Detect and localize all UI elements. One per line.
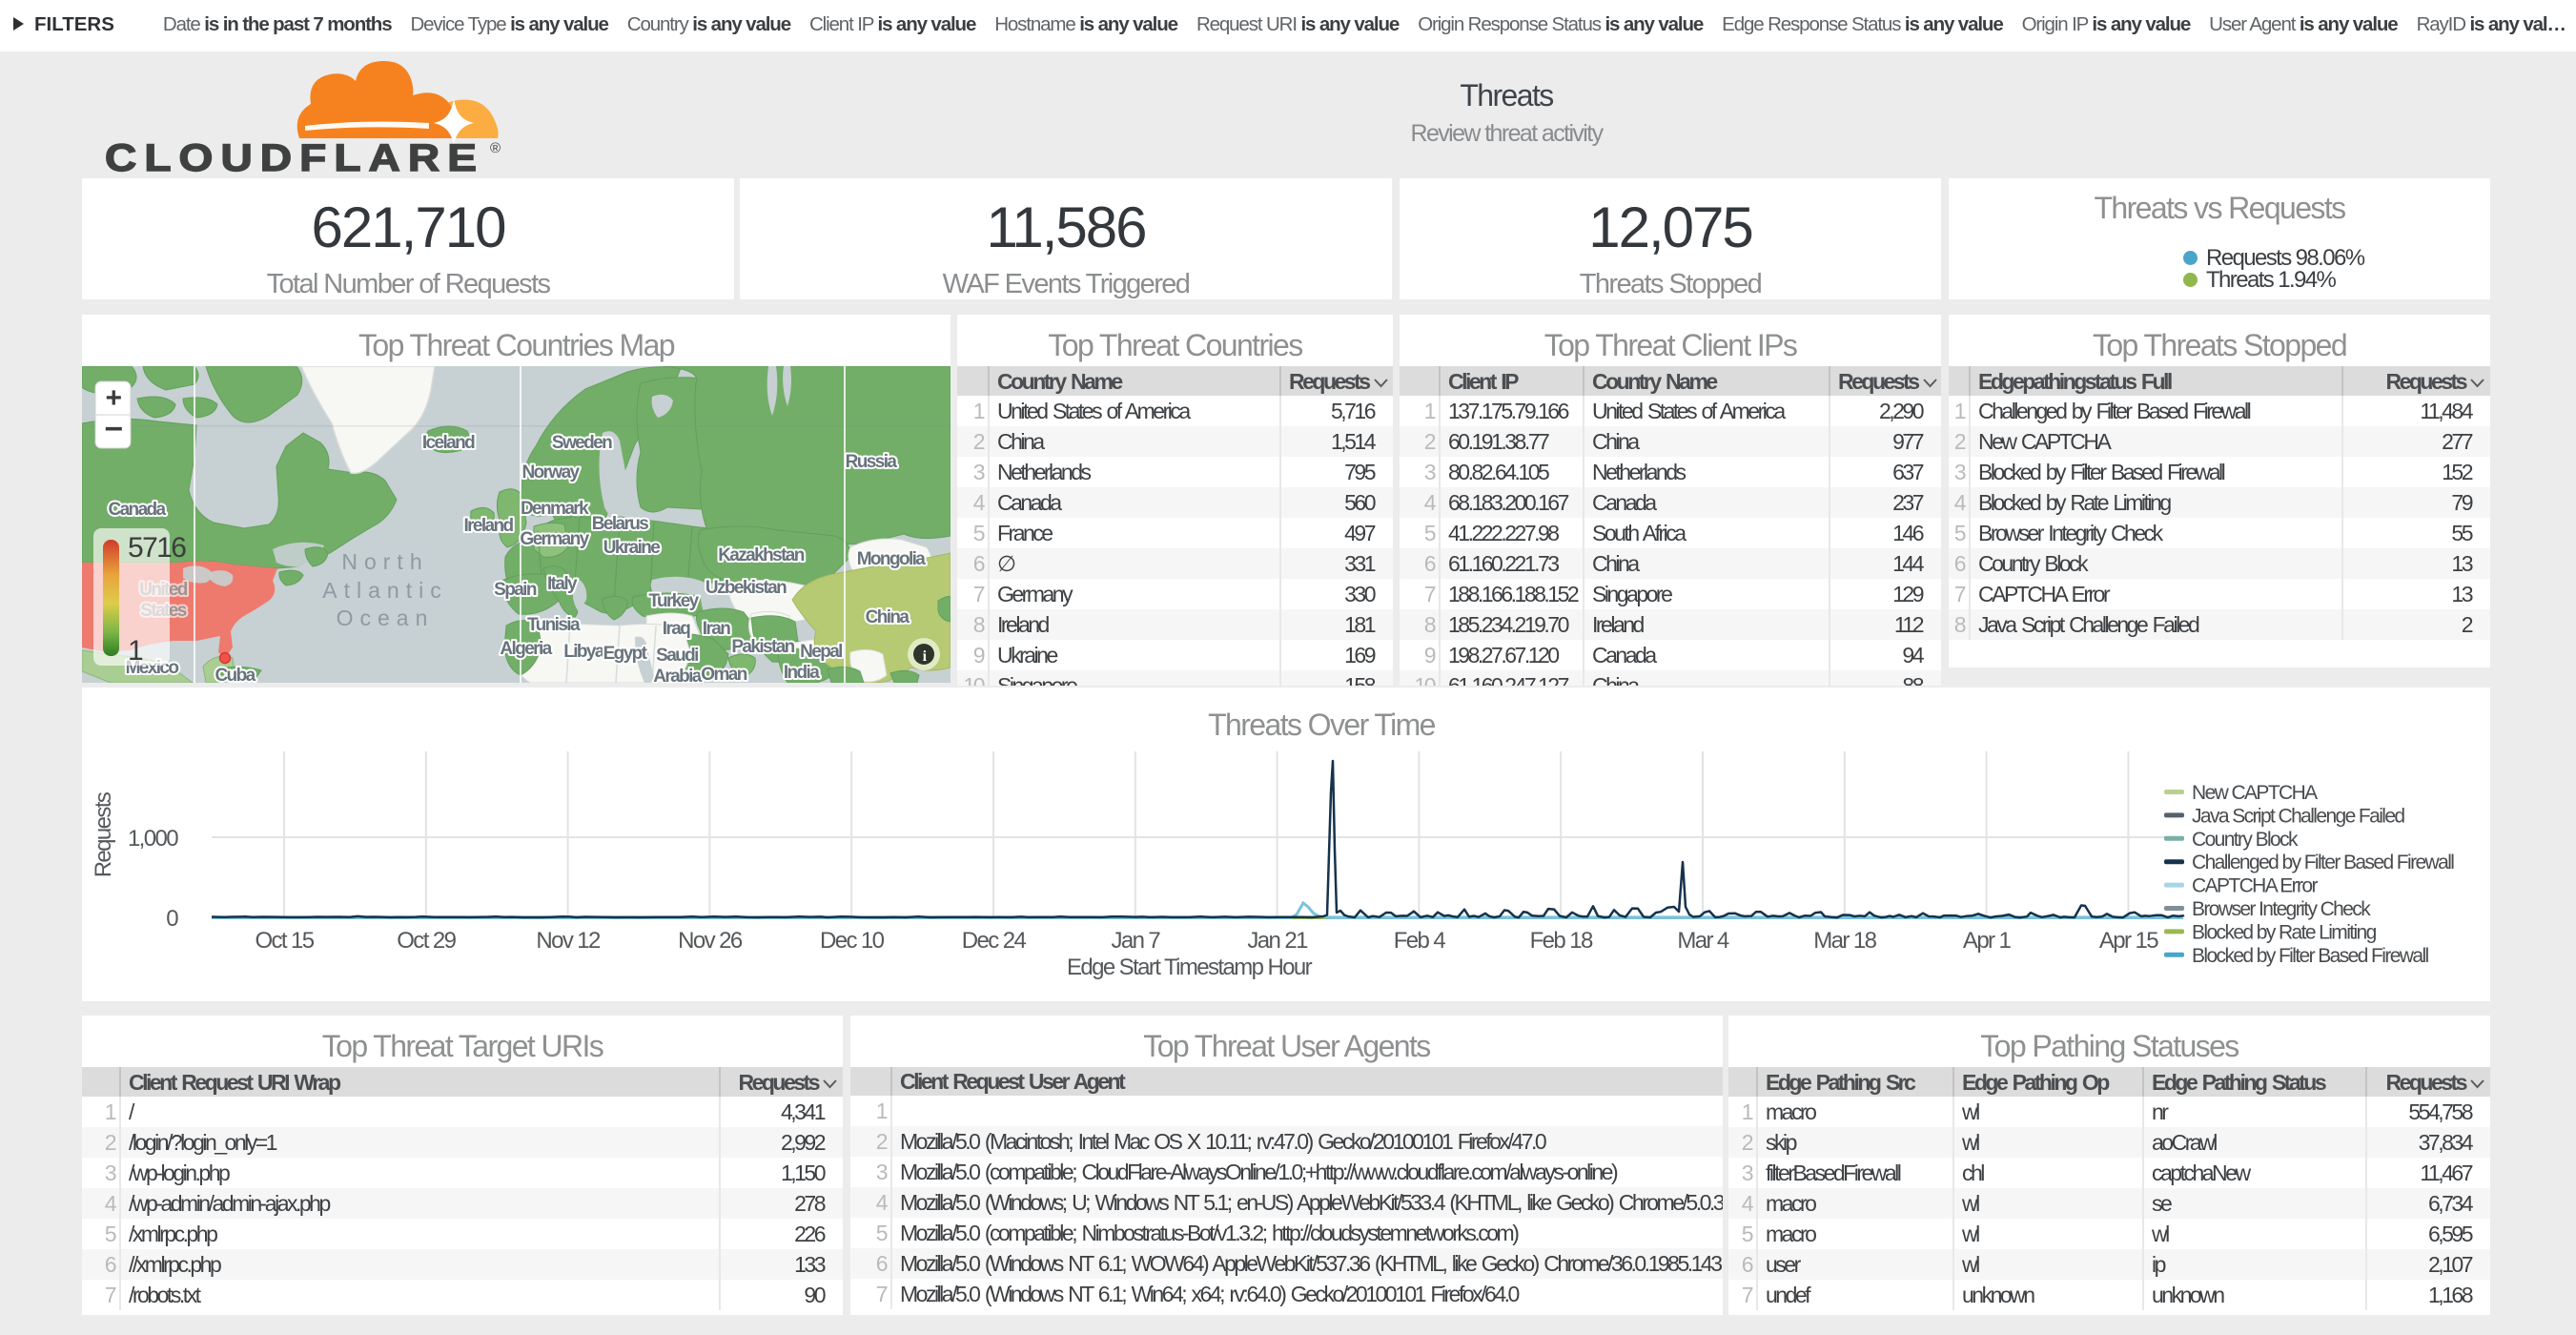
svg-text:Italy: Italy [547, 574, 578, 594]
svg-text:Blocked by Rate Limiting: Blocked by Rate Limiting [2192, 921, 2377, 943]
svg-text:Oman: Oman [701, 665, 746, 683]
svg-text:Nov 26: Nov 26 [678, 928, 743, 954]
svg-text:Germany: Germany [520, 529, 589, 549]
svg-text:Iceland: Iceland [422, 433, 475, 453]
svg-text:Mar 18: Mar 18 [1813, 928, 1876, 954]
svg-text:Norway: Norway [521, 462, 580, 483]
svg-text:Denmark: Denmark [521, 499, 589, 519]
svg-text:Iraq: Iraq [663, 619, 690, 639]
svg-text:Oct 29: Oct 29 [397, 928, 456, 954]
svg-text:Turkey: Turkey [648, 591, 699, 611]
svg-text:Tunisia: Tunisia [527, 615, 581, 635]
svg-text:Pakistan: Pakistan [731, 637, 794, 657]
svg-text:1,000: 1,000 [128, 826, 178, 852]
svg-text:Requests: Requests [91, 791, 116, 877]
svg-text:Browser Integrity Check: Browser Integrity Check [2192, 898, 2371, 920]
svg-text:CLOUDFLARE: CLOUDFLARE [105, 137, 484, 174]
svg-text:Uzbekistan: Uzbekistan [705, 578, 787, 598]
svg-text:−: − [104, 411, 122, 447]
svg-text:1: 1 [128, 635, 143, 667]
svg-text:®: ® [490, 140, 501, 156]
svg-text:Apr 1: Apr 1 [1963, 928, 2012, 954]
svg-text:Blocked by Filter Based Firewa: Blocked by Filter Based Firewall [2192, 945, 2429, 967]
svg-text:Ocean: Ocean [337, 606, 435, 630]
svg-text:Kazakhstan: Kazakhstan [718, 545, 805, 565]
svg-text:Egypt: Egypt [603, 644, 648, 664]
svg-text:North: North [341, 549, 428, 574]
svg-text:Feb 18: Feb 18 [1530, 928, 1593, 954]
svg-text:Dec 24: Dec 24 [962, 928, 1027, 954]
svg-text:Algeria: Algeria [500, 639, 552, 659]
svg-text:Threats Over Time: Threats Over Time [1208, 708, 1436, 742]
svg-text:0: 0 [166, 906, 178, 932]
svg-text:Sweden: Sweden [552, 433, 612, 453]
svg-text:Dec 10: Dec 10 [820, 928, 885, 954]
svg-text:Jan 7: Jan 7 [1111, 928, 1160, 954]
svg-text:Atlantic: Atlantic [322, 578, 447, 603]
svg-text:Nepal: Nepal [800, 642, 842, 662]
svg-text:New CAPTCHA: New CAPTCHA [2192, 782, 2318, 804]
svg-text:Mar 4: Mar 4 [1677, 928, 1729, 954]
svg-text:Challenged by Filter Based Fir: Challenged by Filter Based Firewall [2192, 852, 2454, 873]
svg-text:Country Block: Country Block [2192, 829, 2299, 851]
svg-text:Feb 4: Feb 4 [1394, 928, 1446, 954]
svg-text:Java Script Challenge Failed: Java Script Challenge Failed [2192, 805, 2404, 827]
svg-text:Oct 15: Oct 15 [255, 928, 314, 954]
svg-text:Russia: Russia [846, 452, 898, 472]
svg-text:Libya: Libya [563, 642, 605, 662]
svg-text:Spain: Spain [494, 580, 537, 600]
svg-text:Arabia: Arabia [653, 667, 703, 683]
svg-text:Jan 21: Jan 21 [1247, 928, 1308, 954]
svg-text:Apr 15: Apr 15 [2099, 928, 2158, 954]
svg-text:Ireland: Ireland [463, 516, 513, 536]
svg-text:CAPTCHA Error: CAPTCHA Error [2192, 875, 2318, 897]
svg-text:+: + [106, 382, 122, 414]
svg-text:Mongolia: Mongolia [857, 549, 927, 569]
svg-text:Cuba: Cuba [215, 666, 256, 683]
svg-text:Belarus: Belarus [592, 514, 649, 534]
svg-text:Nov 12: Nov 12 [536, 928, 601, 954]
svg-text:Saudi: Saudi [656, 646, 698, 666]
svg-text:Ukraine: Ukraine [603, 538, 661, 558]
svg-text:Iran: Iran [703, 619, 730, 639]
svg-text:5716: 5716 [128, 532, 186, 564]
svg-text:India: India [784, 663, 820, 683]
svg-text:Canada: Canada [108, 500, 166, 520]
svg-text:Edge Start Timestamp Hour: Edge Start Timestamp Hour [1067, 955, 1313, 980]
svg-text:China: China [866, 607, 910, 627]
